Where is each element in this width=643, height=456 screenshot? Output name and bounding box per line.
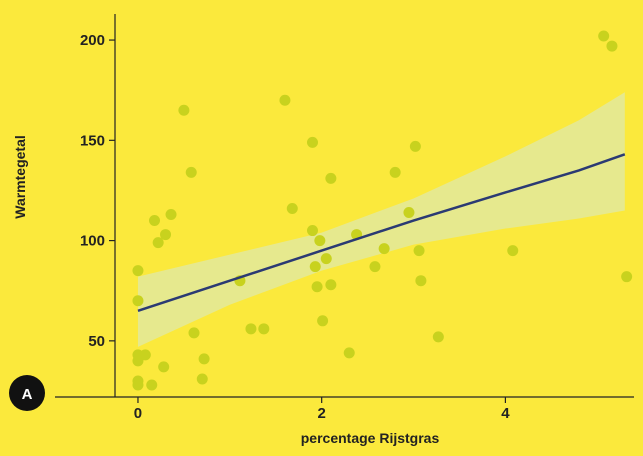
- data-point: [160, 229, 172, 241]
- y-tick-label: 200: [80, 32, 105, 49]
- data-point: [152, 237, 164, 249]
- data-point: [198, 353, 210, 365]
- panel-badge: A: [9, 375, 45, 411]
- confidence-band-layer: [137, 92, 625, 347]
- data-point: [320, 253, 332, 265]
- data-point: [132, 265, 144, 277]
- data-point: [432, 331, 444, 343]
- x-tick-label: 0: [134, 405, 142, 422]
- data-point: [598, 30, 610, 42]
- data-point: [314, 235, 326, 247]
- data-point: [621, 271, 633, 283]
- data-point: [132, 355, 144, 367]
- trend-line-layer: [137, 153, 626, 312]
- data-point: [279, 94, 291, 106]
- data-point: [343, 347, 355, 359]
- data-point: [158, 361, 170, 373]
- data-point: [415, 275, 427, 287]
- data-point: [146, 379, 158, 391]
- trend-line: [137, 153, 626, 312]
- data-point: [286, 203, 298, 215]
- y-axis-title: Warmtegetal: [12, 135, 28, 219]
- x-tick-label: 4: [501, 405, 510, 422]
- y-tick-label: 150: [80, 132, 105, 149]
- data-point: [306, 136, 318, 148]
- points-layer: [132, 30, 633, 391]
- data-point: [165, 209, 177, 221]
- data-point: [196, 373, 208, 385]
- data-point: [409, 140, 421, 152]
- data-point: [325, 172, 337, 184]
- x-tick-label: 2: [318, 405, 326, 422]
- axes-layer: 50 100 150 200 0 2 4: [55, 14, 634, 422]
- confidence-band: [137, 92, 625, 347]
- data-point: [413, 245, 425, 257]
- panel-badge-circle: [9, 375, 45, 411]
- data-point: [389, 166, 401, 178]
- data-point: [311, 281, 323, 293]
- data-point: [309, 261, 321, 273]
- data-point: [306, 225, 318, 237]
- panel-badge-label: A: [22, 386, 33, 403]
- data-point: [132, 379, 144, 391]
- data-point: [403, 207, 415, 219]
- x-axis-title: percentage Rijstgras: [301, 430, 440, 446]
- data-point: [148, 215, 160, 227]
- data-point: [606, 40, 618, 52]
- data-point: [507, 245, 519, 257]
- data-point: [378, 243, 390, 255]
- data-point: [369, 261, 381, 273]
- data-point: [139, 349, 151, 361]
- data-point: [245, 323, 257, 335]
- y-tick-label: 50: [88, 333, 105, 350]
- data-point: [325, 279, 337, 291]
- data-point: [258, 323, 270, 335]
- data-point: [188, 327, 200, 339]
- data-point: [178, 104, 190, 116]
- data-point: [132, 295, 144, 307]
- y-tick-label: 100: [80, 233, 105, 250]
- data-point: [185, 166, 197, 178]
- data-point: [317, 315, 329, 327]
